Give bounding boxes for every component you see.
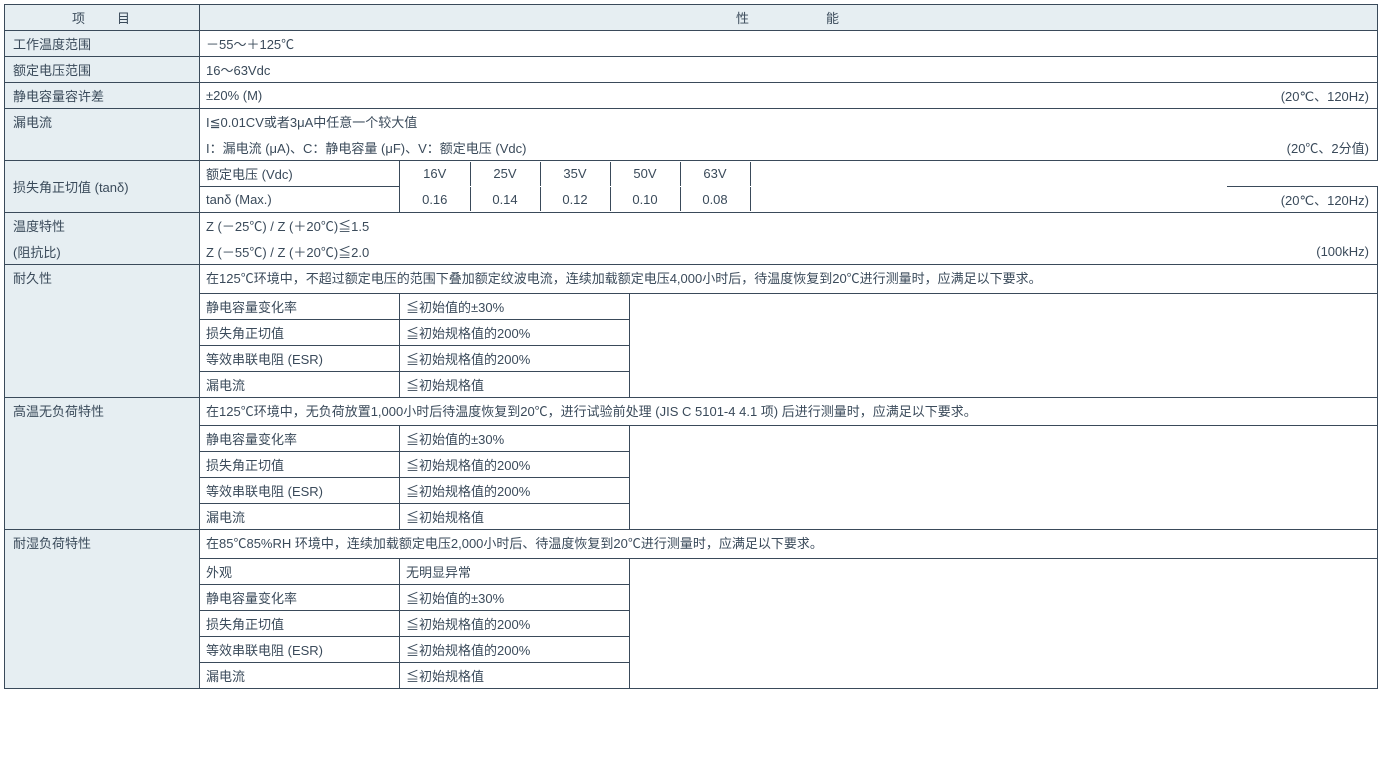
row-captol-note: (20℃、120Hz) bbox=[1227, 83, 1377, 109]
durability-item-key: 漏电流 bbox=[200, 371, 400, 397]
humid-item-blank bbox=[630, 558, 1378, 584]
tand-voltage-blank bbox=[750, 162, 763, 186]
durability-item-key: 损失角正切值 bbox=[200, 319, 400, 345]
row-voltage-range-value: 16～63Vdc bbox=[200, 57, 1378, 83]
tand-row1-label: 额定电压 (Vdc) bbox=[200, 161, 400, 187]
noload-item-blank bbox=[630, 426, 1378, 452]
humid-item-key: 漏电流 bbox=[200, 662, 400, 688]
row-tempchar-line2: Z (－55℃) / Z (＋20℃)≦2.0 bbox=[200, 239, 1228, 265]
header-performance: 性 能 bbox=[200, 5, 1378, 31]
noload-label: 高温无负荷特性 bbox=[5, 397, 200, 530]
tand-voltage-cell: 50V bbox=[610, 162, 680, 186]
row-temp-range-label: 工作温度范围 bbox=[5, 31, 200, 57]
durability-item-blank bbox=[630, 371, 1378, 397]
durability-label: 耐久性 bbox=[5, 265, 200, 398]
row-captol-label: 静电容量容许差 bbox=[5, 83, 200, 109]
tand-value-cell: 0.12 bbox=[540, 187, 610, 211]
humid-item-val: 无明显异常 bbox=[400, 558, 630, 584]
durability-item-val: ≦初始规格值的200% bbox=[400, 345, 630, 371]
humid-item-key: 静电容量变化率 bbox=[200, 584, 400, 610]
humid-label: 耐湿负荷特性 bbox=[5, 530, 200, 689]
humid-item-blank bbox=[630, 610, 1378, 636]
tand-value-cell: 0.08 bbox=[680, 187, 750, 211]
durability-item-key: 静电容量变化率 bbox=[200, 293, 400, 319]
noload-item-blank bbox=[630, 478, 1378, 504]
tand-voltage-cell: 25V bbox=[470, 162, 540, 186]
noload-item-key: 静电容量变化率 bbox=[200, 426, 400, 452]
tand-value-cell: 0.16 bbox=[400, 187, 470, 211]
row-captol-value: ±20% (M) bbox=[200, 83, 1228, 109]
tand-value-cell: 0.10 bbox=[610, 187, 680, 211]
humid-item-blank bbox=[630, 662, 1378, 688]
durability-item-key: 等效串联电阻 (ESR) bbox=[200, 345, 400, 371]
noload-item-blank bbox=[630, 504, 1378, 530]
durability-item-blank bbox=[630, 345, 1378, 371]
noload-item-key: 漏电流 bbox=[200, 504, 400, 530]
tand-voltage-cell: 16V bbox=[400, 162, 470, 186]
tand-note: (20℃、120Hz) bbox=[1227, 187, 1377, 213]
tand-voltage-cell: 35V bbox=[540, 162, 610, 186]
header-item: 项 目 bbox=[5, 5, 200, 31]
row-tempchar-label1: 温度特性 bbox=[5, 213, 200, 239]
noload-desc: 在125℃环境中，无负荷放置1,000小时后待温度恢复到20℃，进行试验前处理 … bbox=[200, 397, 1378, 426]
durability-desc: 在125℃环境中，不超过额定电压的范围下叠加额定纹波电流，连续加载额定电压4,0… bbox=[200, 265, 1378, 294]
durability-item-blank bbox=[630, 293, 1378, 319]
noload-item-blank bbox=[630, 452, 1378, 478]
row-leakage-label: 漏电流 bbox=[5, 109, 200, 135]
row-leakage-note: (20℃、2分值) bbox=[1227, 135, 1377, 161]
spec-table: 项 目 性 能 工作温度范围 －55～＋125℃ 额定电压范围 16～63Vdc… bbox=[4, 4, 1378, 689]
humid-item-blank bbox=[630, 584, 1378, 610]
humid-item-key: 损失角正切值 bbox=[200, 610, 400, 636]
row-tand-label: 损失角正切值 (tanδ) bbox=[5, 161, 200, 213]
humid-item-blank bbox=[630, 636, 1378, 662]
durability-item-blank bbox=[630, 319, 1378, 345]
row-tempchar-label2: (阻抗比) bbox=[5, 239, 200, 265]
durability-item-val: ≦初始规格值的200% bbox=[400, 319, 630, 345]
tand-voltage-row: 16V25V35V50V63V bbox=[400, 162, 763, 186]
row-voltage-range-label: 额定电压范围 bbox=[5, 57, 200, 83]
noload-item-key: 损失角正切值 bbox=[200, 452, 400, 478]
noload-item-val: ≦初始规格值的200% bbox=[400, 452, 630, 478]
row-leakage-line1: I≦0.01CV或者3μA中任意一个较大值 bbox=[200, 109, 1378, 135]
row-leakage-line2: I：漏电流 (μA)、C：静电容量 (μF)、V：额定电压 (Vdc) bbox=[200, 135, 1228, 161]
humid-item-val: ≦初始值的±30% bbox=[400, 584, 630, 610]
humid-item-key: 等效串联电阻 (ESR) bbox=[200, 636, 400, 662]
durability-item-val: ≦初始规格值 bbox=[400, 371, 630, 397]
humid-desc: 在85℃85%RH 环境中，连续加载额定电压2,000小时后、待温度恢复到20℃… bbox=[200, 530, 1378, 559]
tand-value-cell: 0.14 bbox=[470, 187, 540, 211]
tand-voltage-cell: 63V bbox=[680, 162, 750, 186]
noload-item-val: ≦初始值的±30% bbox=[400, 426, 630, 452]
noload-item-val: ≦初始规格值的200% bbox=[400, 478, 630, 504]
tand-row2-label: tanδ (Max.) bbox=[200, 187, 400, 213]
tand-value-row: 0.160.140.120.100.08 bbox=[400, 187, 763, 211]
noload-item-val: ≦初始规格值 bbox=[400, 504, 630, 530]
humid-item-val: ≦初始规格值的200% bbox=[400, 610, 630, 636]
durability-item-val: ≦初始值的±30% bbox=[400, 293, 630, 319]
noload-item-key: 等效串联电阻 (ESR) bbox=[200, 478, 400, 504]
humid-item-val: ≦初始规格值的200% bbox=[400, 636, 630, 662]
humid-item-val: ≦初始规格值 bbox=[400, 662, 630, 688]
row-tempchar-line1: Z (－25℃) / Z (＋20℃)≦1.5 bbox=[200, 213, 1378, 239]
humid-item-key: 外观 bbox=[200, 558, 400, 584]
row-temp-range-value: －55～＋125℃ bbox=[200, 31, 1378, 57]
row-tempchar-note: (100kHz) bbox=[1227, 239, 1377, 265]
tand-value-blank bbox=[750, 187, 763, 211]
row-leakage-label-cont bbox=[5, 135, 200, 161]
